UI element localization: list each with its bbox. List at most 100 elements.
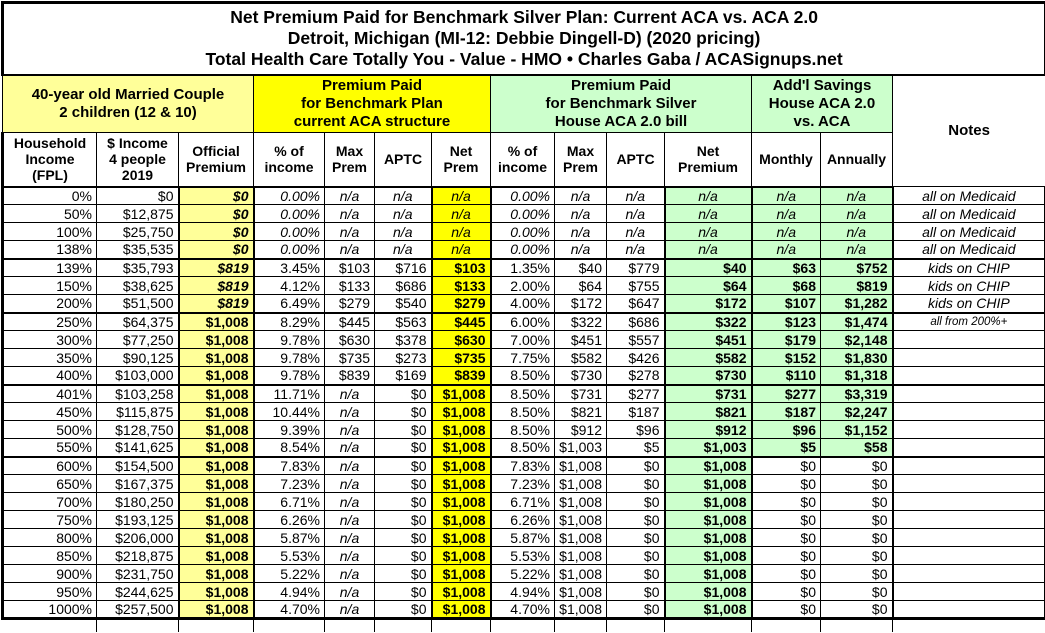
- table-cell: 1000%: [3, 601, 97, 619]
- table-cell: $0: [821, 583, 893, 601]
- table-cell: $206,000: [97, 529, 179, 547]
- table-cell: $1,008: [432, 565, 491, 583]
- table-cell: $51,500: [97, 295, 179, 313]
- table-cell: $752: [821, 259, 893, 277]
- table-cell: n/a: [325, 421, 375, 439]
- table-cell: 800%: [3, 529, 97, 547]
- table-cell: $0: [375, 529, 432, 547]
- table-cell: $1,003: [665, 439, 752, 457]
- table-cell: 7.83%: [254, 457, 325, 475]
- table-cell: n/a: [325, 511, 375, 529]
- table-cell: $0: [375, 385, 432, 403]
- table-cell: 8.50%: [491, 421, 555, 439]
- table-cell: $445: [432, 313, 491, 331]
- ghost-cell: [325, 619, 375, 632]
- table-cell: $1,008: [179, 349, 254, 367]
- table-cell: n/a: [375, 223, 432, 241]
- table-cell: $12,875: [97, 205, 179, 223]
- table-cell: 8.29%: [254, 313, 325, 331]
- table-cell: 0.00%: [491, 241, 555, 259]
- table-cell: [893, 457, 1045, 475]
- table-cell: n/a: [375, 205, 432, 223]
- table-cell: 9.78%: [254, 331, 325, 349]
- table-cell: $819: [179, 259, 254, 277]
- table-cell: 350%: [3, 349, 97, 367]
- table-cell: $0: [821, 529, 893, 547]
- table-cell: $1,008: [665, 547, 752, 565]
- ghost-cell: [665, 619, 752, 632]
- table-cell: $0: [752, 475, 821, 493]
- table-cell: 6.26%: [491, 511, 555, 529]
- table-cell: $779: [607, 259, 665, 277]
- ghost-cell: [3, 619, 97, 632]
- table-cell: [893, 565, 1045, 583]
- table-cell: $0: [375, 403, 432, 421]
- table-cell: $1,008: [665, 475, 752, 493]
- table-cell: [893, 331, 1045, 349]
- table-cell: $2,148: [821, 331, 893, 349]
- table-cell: $731: [665, 385, 752, 403]
- table-cell: n/a: [665, 223, 752, 241]
- table-cell: n/a: [325, 241, 375, 259]
- table-cell: $1,008: [432, 475, 491, 493]
- table-cell: 550%: [3, 439, 97, 457]
- table-cell: 0.00%: [491, 187, 555, 205]
- table-cell: 0%: [3, 187, 97, 205]
- column-header-3: % of income: [254, 133, 325, 187]
- table-cell: 139%: [3, 259, 97, 277]
- table-cell: $0: [375, 493, 432, 511]
- title-block: Net Premium Paid for Benchmark Silver Pl…: [3, 3, 1045, 76]
- table-cell: $731: [555, 385, 607, 403]
- table-cell: $1,008: [665, 493, 752, 511]
- table-cell: 6.00%: [491, 313, 555, 331]
- table-cell: n/a: [325, 475, 375, 493]
- table-cell: $0: [752, 583, 821, 601]
- table-cell: $0: [375, 511, 432, 529]
- table-cell: $1,008: [555, 583, 607, 601]
- table-cell: $839: [432, 367, 491, 385]
- table-cell: $96: [607, 421, 665, 439]
- table-cell: $819: [179, 277, 254, 295]
- table-cell: 450%: [3, 403, 97, 421]
- table-cell: $38,625: [97, 277, 179, 295]
- table-cell: $1,474: [821, 313, 893, 331]
- table-cell: $1,003: [555, 439, 607, 457]
- table-cell: $1,008: [432, 457, 491, 475]
- table-cell: $1,152: [821, 421, 893, 439]
- table-cell: 4.12%: [254, 277, 325, 295]
- column-header-6: Net Prem: [432, 133, 491, 187]
- table-cell: kids on CHIP: [893, 259, 1045, 277]
- table-cell: $1,008: [179, 457, 254, 475]
- table-cell: 300%: [3, 331, 97, 349]
- table-cell: [893, 439, 1045, 457]
- table-cell: all on Medicaid: [893, 223, 1045, 241]
- table-cell: $218,875: [97, 547, 179, 565]
- table-cell: $63: [752, 259, 821, 277]
- table-cell: $96: [752, 421, 821, 439]
- table-cell: 9.39%: [254, 421, 325, 439]
- table-cell: $77,250: [97, 331, 179, 349]
- table-cell: $0: [375, 439, 432, 457]
- table-cell: $35,535: [97, 241, 179, 259]
- table-cell: n/a: [555, 205, 607, 223]
- column-header-row: Household Income (FPL)$ Income 4 people …: [3, 133, 1045, 187]
- table-cell: $1,008: [179, 385, 254, 403]
- table-cell: $90,125: [97, 349, 179, 367]
- table-cell: [893, 349, 1045, 367]
- table-cell: $686: [607, 313, 665, 331]
- table-cell: 1.35%: [491, 259, 555, 277]
- table-cell: $1,318: [821, 367, 893, 385]
- table-cell: $1,008: [555, 601, 607, 619]
- table-cell: $0: [821, 475, 893, 493]
- table-cell: $755: [607, 277, 665, 295]
- table-cell: n/a: [325, 493, 375, 511]
